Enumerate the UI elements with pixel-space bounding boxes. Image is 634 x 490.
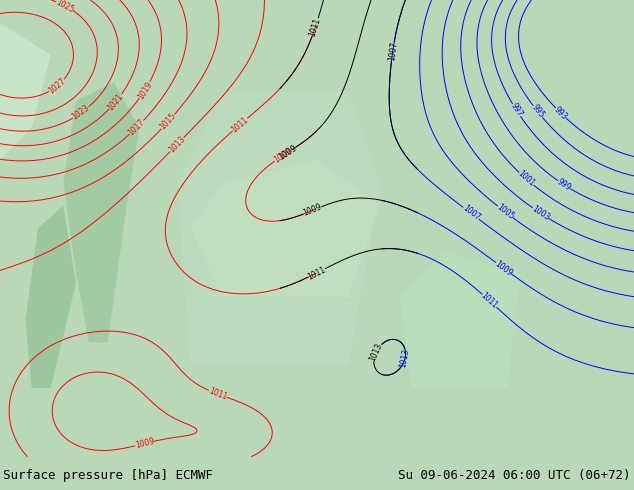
Text: 1013: 1013 <box>368 342 384 363</box>
Polygon shape <box>178 91 380 366</box>
Text: Su 09-06-2024 06:00 UTC (06+72): Su 09-06-2024 06:00 UTC (06+72) <box>398 468 631 482</box>
Text: 1009: 1009 <box>272 147 294 165</box>
Polygon shape <box>63 82 139 343</box>
Text: 1005: 1005 <box>495 202 515 221</box>
Text: 1011: 1011 <box>479 291 500 311</box>
Text: 1021: 1021 <box>106 92 126 112</box>
Polygon shape <box>399 251 520 388</box>
Text: 1001: 1001 <box>516 169 536 189</box>
Text: 1015: 1015 <box>158 112 178 132</box>
Text: 1007: 1007 <box>460 204 481 223</box>
Text: 1011: 1011 <box>207 386 228 402</box>
Polygon shape <box>25 205 76 388</box>
Polygon shape <box>0 23 51 160</box>
Text: 1009: 1009 <box>302 203 323 218</box>
Text: 1013: 1013 <box>399 347 411 368</box>
Text: 995: 995 <box>529 103 546 120</box>
Text: Surface pressure [hPa] ECMWF: Surface pressure [hPa] ECMWF <box>3 468 213 482</box>
Text: 1017: 1017 <box>127 118 146 137</box>
Text: 1009: 1009 <box>493 259 514 278</box>
Text: 1019: 1019 <box>136 80 154 101</box>
Text: 1011: 1011 <box>308 17 323 38</box>
Text: 1009: 1009 <box>134 437 155 450</box>
Text: 997: 997 <box>508 101 524 119</box>
Text: 1007: 1007 <box>387 41 399 62</box>
Text: 993: 993 <box>552 105 569 122</box>
Text: 1009: 1009 <box>277 144 298 162</box>
Text: 1025: 1025 <box>55 0 75 14</box>
Text: 1027: 1027 <box>47 76 67 96</box>
Text: 1011: 1011 <box>230 115 250 134</box>
Text: 1011: 1011 <box>306 265 327 281</box>
Text: 1003: 1003 <box>530 204 552 222</box>
Text: 1013: 1013 <box>167 135 187 155</box>
Polygon shape <box>190 160 380 297</box>
Text: 999: 999 <box>555 177 573 193</box>
Text: 1023: 1023 <box>70 103 91 122</box>
